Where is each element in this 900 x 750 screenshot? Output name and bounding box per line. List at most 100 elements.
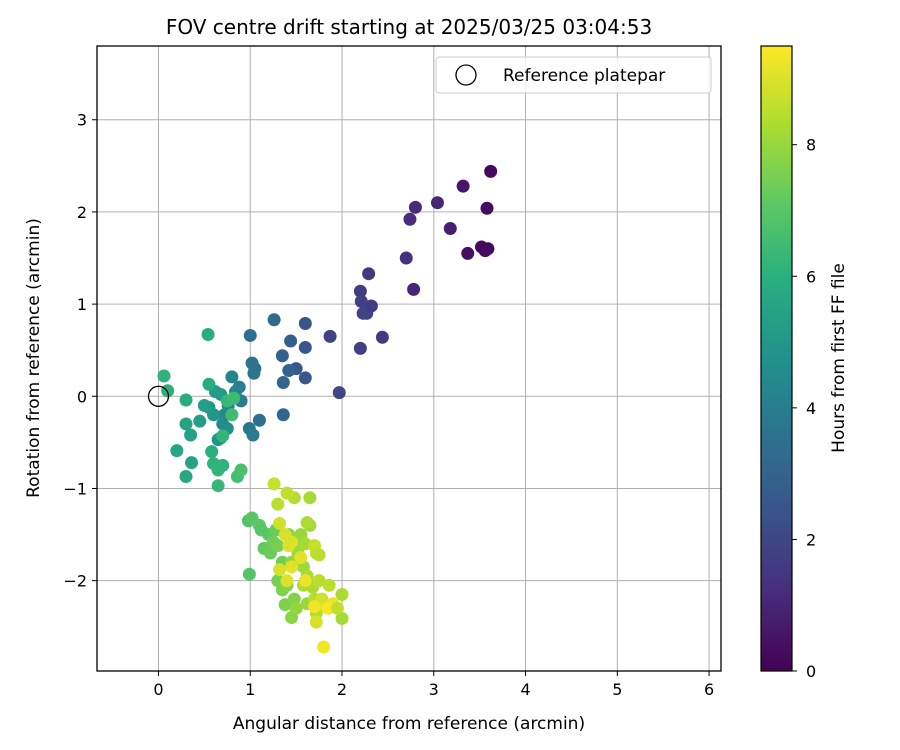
y-axis-label: Rotation from reference (arcmin) [24,218,44,498]
data-point [280,486,294,500]
data-point [202,377,216,391]
legend: Reference platepar [435,56,712,94]
data-point [375,330,389,344]
data-point [298,574,312,588]
data-point [225,370,239,384]
data-point [273,563,287,577]
x-tick-label: 3 [429,680,439,699]
data-point [252,413,266,427]
data-point [309,615,323,629]
data-point [242,567,256,581]
data-point [211,479,225,493]
data-point [193,414,207,428]
data-point [179,417,193,431]
data-point [298,316,312,330]
data-point [335,611,349,625]
data-points [157,164,498,654]
data-point [461,246,475,260]
x-tick-label: 1 [245,680,255,699]
colorbar-label: Hours from first FF file [829,263,849,453]
plot-area-frame [96,45,722,672]
data-point [443,222,457,236]
axis-ticks: 0 1 2 3 4 5 6 −2 −1 0 1 2 3 [63,111,714,699]
y-tick-label: −2 [63,572,87,591]
colorbar-tick-label: 4 [806,399,816,418]
data-point [353,341,367,355]
data-point [332,386,346,400]
data-point [205,445,219,459]
data-point [285,535,299,549]
data-point [312,574,326,588]
grid [97,46,721,671]
data-point [227,391,241,405]
colorbar-tick-label: 6 [806,267,816,286]
x-tick-label: 2 [337,680,347,699]
x-tick-label: 4 [520,680,530,699]
data-point [216,458,230,472]
data-point [480,201,494,215]
colorbar-ticks: 0 2 4 6 8 [792,136,816,681]
chart-title: FOV centre drift starting at 2025/03/25 … [166,15,652,39]
data-point [294,551,308,565]
data-point [225,408,239,422]
data-point [321,601,335,615]
colorbar-tick-label: 2 [806,530,816,549]
data-point [298,371,312,385]
data-point [456,179,470,193]
data-point [243,328,257,342]
y-tick-label: −1 [63,479,87,498]
data-point [271,497,285,511]
data-point [403,212,417,226]
data-point [317,640,331,654]
reference-marker [147,385,170,407]
data-point [179,393,193,407]
x-tick-label: 0 [153,680,163,699]
data-point [276,375,290,389]
data-point [362,267,376,281]
data-point [330,601,344,615]
colorbar-tick-label: 0 [806,662,816,681]
data-point [408,200,422,214]
data-point [430,196,444,210]
data-point [157,369,171,383]
data-point [184,428,198,442]
x-tick-label: 6 [704,680,714,699]
data-point [354,294,368,308]
data-point [161,384,175,398]
colorbar [760,45,793,672]
data-point [407,282,421,296]
data-point [284,334,298,348]
x-tick-label: 5 [612,680,622,699]
data-point [364,299,378,313]
y-tick-label: 3 [77,111,87,130]
data-point [254,523,268,537]
data-point [335,587,349,601]
data-point [179,469,193,483]
legend-reference-marker [455,64,477,86]
data-point [170,444,184,458]
y-tick-label: 1 [77,295,87,314]
data-point [399,251,413,265]
data-point [282,363,296,377]
data-point [267,313,281,327]
data-point [303,491,317,505]
data-point [484,164,498,178]
data-point [267,477,281,491]
data-point [478,244,492,258]
data-point [276,408,290,422]
data-point [353,284,367,298]
colorbar-tick-label: 8 [806,136,816,155]
y-tick-label: 0 [77,387,87,406]
data-point [312,548,326,562]
data-point [197,399,211,413]
data-point [285,560,299,574]
y-tick-label: 2 [77,203,87,222]
data-point [271,539,285,553]
data-point [280,574,294,588]
data-point [247,366,261,380]
data-point [246,428,260,442]
data-point [185,456,199,470]
data-point [216,429,230,443]
x-axis-label: Angular distance from reference (arcmin) [233,714,585,734]
